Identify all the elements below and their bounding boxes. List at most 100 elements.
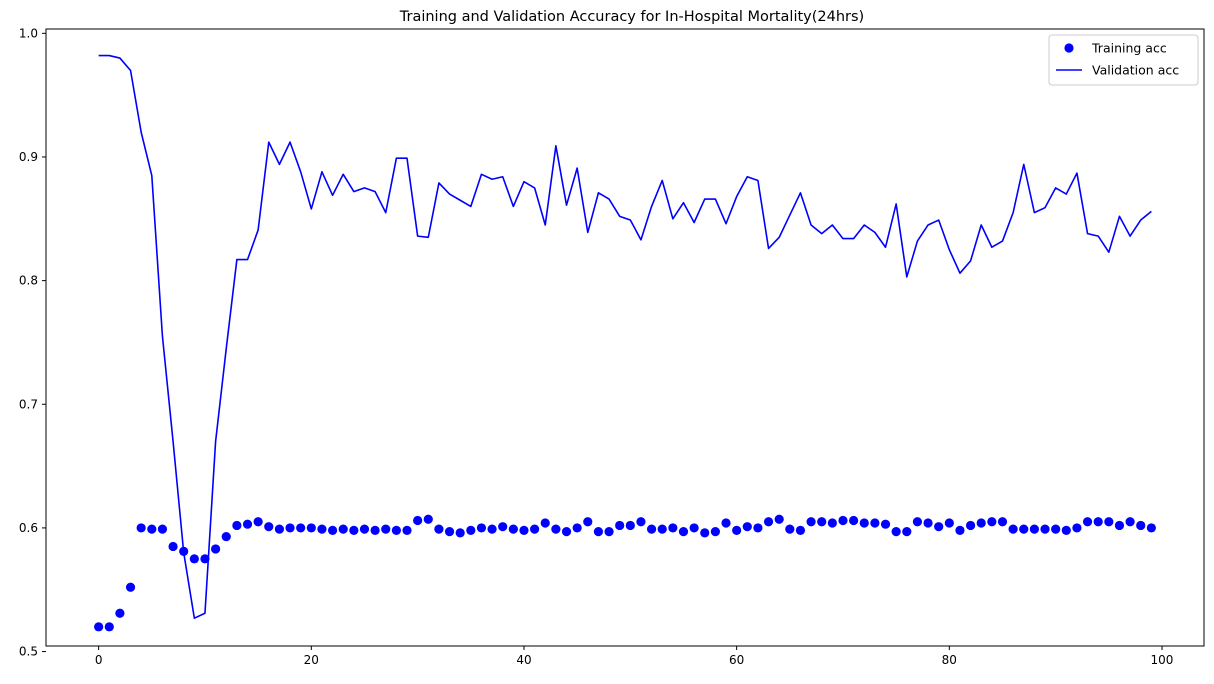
- training-acc-point: [912, 517, 923, 527]
- training-acc-point: [1093, 517, 1103, 527]
- training-acc-point: [381, 524, 391, 534]
- training-acc-point: [604, 527, 614, 537]
- x-tick-label: 80: [942, 653, 957, 667]
- training-acc-point: [306, 523, 316, 533]
- training-acc-point: [1029, 524, 1039, 534]
- training-acc-point: [349, 525, 359, 535]
- training-acc-point: [1082, 517, 1093, 527]
- training-acc-point: [742, 522, 752, 532]
- training-acc-point: [168, 541, 178, 552]
- training-acc-point: [476, 523, 487, 533]
- training-acc-point: [232, 520, 242, 531]
- chart-title: Training and Validation Accuracy for In-…: [399, 9, 864, 25]
- training-acc-point: [923, 518, 933, 528]
- training-acc-point: [997, 517, 1008, 527]
- training-acc-point: [455, 528, 465, 538]
- training-acc-point: [498, 522, 508, 532]
- training-acc-point: [1104, 517, 1114, 527]
- training-acc-point: [710, 527, 720, 537]
- training-acc-point: [530, 524, 540, 534]
- training-acc-point: [817, 517, 827, 527]
- legend-box: [1048, 34, 1199, 86]
- training-acc-point: [625, 520, 635, 531]
- training-acc-point: [880, 519, 891, 529]
- training-acc-point: [402, 525, 412, 535]
- training-acc-point: [359, 524, 370, 534]
- legend-validation-label: Validation acc: [1092, 63, 1179, 78]
- y-tick-label: 0.6: [19, 521, 38, 535]
- series-layer: [94, 54, 1156, 632]
- training-acc-point: [327, 525, 338, 535]
- x-tick-label: 40: [516, 653, 531, 667]
- training-acc-point: [763, 517, 774, 527]
- training-acc-point: [593, 527, 604, 537]
- training-acc-point: [221, 531, 231, 542]
- training-acc-point: [795, 525, 806, 535]
- training-acc-point: [732, 525, 742, 535]
- training-acc-point: [955, 525, 965, 535]
- training-acc-point: [317, 524, 327, 534]
- training-acc-point: [115, 608, 125, 618]
- training-acc-point: [200, 554, 210, 564]
- training-acc-point: [508, 524, 518, 534]
- training-acc-point: [657, 524, 667, 534]
- training-acc-point: [976, 518, 986, 528]
- training-acc-point: [785, 524, 795, 534]
- x-tick-label: 60: [729, 653, 744, 667]
- training-acc-point: [189, 554, 199, 564]
- training-acc-point: [94, 622, 104, 632]
- training-acc-point: [859, 518, 869, 528]
- y-tick-label: 1.0: [19, 26, 38, 40]
- training-acc-point: [1125, 517, 1135, 527]
- training-acc-point: [615, 520, 625, 531]
- training-acc-point: [944, 518, 954, 528]
- training-acc-point: [1040, 524, 1050, 534]
- training-acc-point: [211, 544, 221, 554]
- training-acc-point: [572, 523, 582, 533]
- training-acc-point: [285, 523, 295, 533]
- training-acc-point: [753, 523, 763, 533]
- training-acc-point: [646, 524, 657, 534]
- training-acc-point: [827, 518, 837, 528]
- axes-frame: [45, 28, 1205, 647]
- training-acc-point: [434, 524, 444, 534]
- training-acc-point: [678, 527, 689, 537]
- training-acc-point: [179, 546, 189, 557]
- training-acc-point: [583, 517, 593, 527]
- training-acc-point: [987, 517, 997, 527]
- training-acc-point: [689, 523, 699, 533]
- x-tick-label: 100: [1151, 653, 1174, 667]
- training-acc-point: [147, 524, 157, 534]
- training-acc-point: [274, 524, 285, 534]
- training-acc-point: [1146, 523, 1156, 533]
- training-acc-point: [806, 517, 816, 527]
- training-acc-point: [721, 518, 731, 528]
- training-acc-point: [253, 517, 263, 527]
- legend-training-label: Training acc: [1091, 41, 1167, 56]
- training-acc-point: [668, 523, 678, 533]
- validation-acc-line: [98, 54, 1152, 619]
- axes-layer: 0 20 40 60 80 100 0.5 0.6 0.7 0.8 0.9 1.0: [19, 26, 1205, 667]
- training-acc-point: [413, 515, 423, 526]
- training-acc-point: [466, 525, 476, 535]
- training-acc-point: [891, 527, 901, 537]
- training-acc-point: [561, 527, 572, 537]
- training-acc-point: [1061, 525, 1071, 535]
- training-acc-point: [1019, 524, 1029, 534]
- training-acc-point: [125, 582, 136, 592]
- training-acc-point: [934, 522, 944, 532]
- training-acc-point: [444, 527, 455, 537]
- training-acc-point: [296, 523, 306, 533]
- training-acc-point: [849, 515, 859, 526]
- training-acc-point: [423, 514, 433, 524]
- y-tick-label: 0.7: [19, 397, 38, 411]
- training-acc-point: [104, 622, 114, 632]
- training-acc-point: [487, 524, 497, 534]
- training-acc-point: [965, 520, 976, 531]
- training-acc-point: [264, 522, 274, 532]
- training-acc-point: [540, 518, 550, 528]
- training-acc-point: [519, 525, 529, 535]
- training-acc-point: [700, 528, 710, 538]
- training-acc-point: [636, 517, 646, 527]
